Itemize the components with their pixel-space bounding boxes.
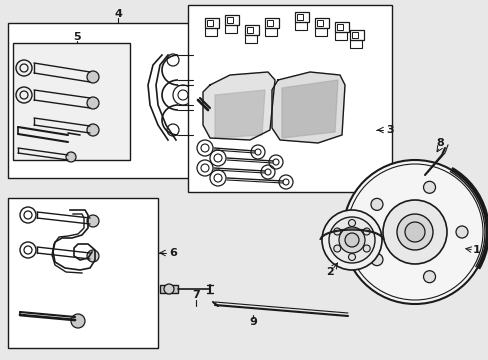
Polygon shape xyxy=(203,72,274,140)
Circle shape xyxy=(423,181,435,193)
Polygon shape xyxy=(215,90,264,138)
Bar xyxy=(334,22,348,32)
Circle shape xyxy=(87,97,99,109)
Text: 4: 4 xyxy=(114,9,122,19)
Bar xyxy=(316,20,323,26)
Bar xyxy=(351,32,357,38)
Circle shape xyxy=(342,160,486,304)
Circle shape xyxy=(87,250,99,262)
Bar xyxy=(314,18,328,28)
Text: 3: 3 xyxy=(386,125,393,135)
Bar xyxy=(13,43,130,160)
Circle shape xyxy=(66,152,76,162)
Bar xyxy=(296,14,303,20)
Circle shape xyxy=(363,228,369,235)
Circle shape xyxy=(87,124,99,136)
Circle shape xyxy=(370,254,382,266)
Bar xyxy=(8,23,222,178)
Bar xyxy=(294,12,308,22)
Bar xyxy=(314,28,326,36)
Circle shape xyxy=(363,245,369,252)
Bar xyxy=(160,285,178,293)
Bar xyxy=(204,28,217,36)
Circle shape xyxy=(345,233,358,247)
Bar xyxy=(244,25,259,35)
Circle shape xyxy=(163,284,174,294)
Bar xyxy=(246,27,252,33)
Text: 6: 6 xyxy=(169,248,177,258)
Text: 5: 5 xyxy=(73,32,81,42)
Circle shape xyxy=(333,228,340,235)
Circle shape xyxy=(321,210,381,270)
Text: 8: 8 xyxy=(435,138,443,148)
Bar xyxy=(349,40,361,48)
Text: 2: 2 xyxy=(325,267,333,277)
Bar xyxy=(224,25,237,33)
Polygon shape xyxy=(282,80,337,138)
Circle shape xyxy=(87,215,99,227)
Circle shape xyxy=(423,271,435,283)
Bar xyxy=(266,20,272,26)
Circle shape xyxy=(333,245,340,252)
Bar xyxy=(206,20,213,26)
Circle shape xyxy=(348,253,355,261)
Bar xyxy=(244,35,257,43)
Bar xyxy=(294,22,306,30)
Bar xyxy=(336,24,342,30)
Polygon shape xyxy=(271,72,345,143)
Circle shape xyxy=(370,198,382,210)
Bar xyxy=(187,5,391,192)
Bar xyxy=(334,32,346,40)
Bar xyxy=(8,198,158,348)
Circle shape xyxy=(71,314,85,328)
Circle shape xyxy=(404,222,424,242)
Bar xyxy=(224,15,239,25)
Text: 7: 7 xyxy=(192,290,200,300)
Bar xyxy=(264,28,276,36)
Circle shape xyxy=(396,214,432,250)
Text: 9: 9 xyxy=(248,317,256,327)
Circle shape xyxy=(87,71,99,83)
Circle shape xyxy=(328,217,374,263)
Text: 1: 1 xyxy=(472,245,480,255)
Bar xyxy=(264,18,279,28)
Bar xyxy=(204,18,219,28)
Circle shape xyxy=(382,200,446,264)
Bar xyxy=(349,30,363,40)
Circle shape xyxy=(338,227,364,253)
Circle shape xyxy=(348,220,355,226)
Circle shape xyxy=(455,226,467,238)
Bar xyxy=(226,17,232,23)
